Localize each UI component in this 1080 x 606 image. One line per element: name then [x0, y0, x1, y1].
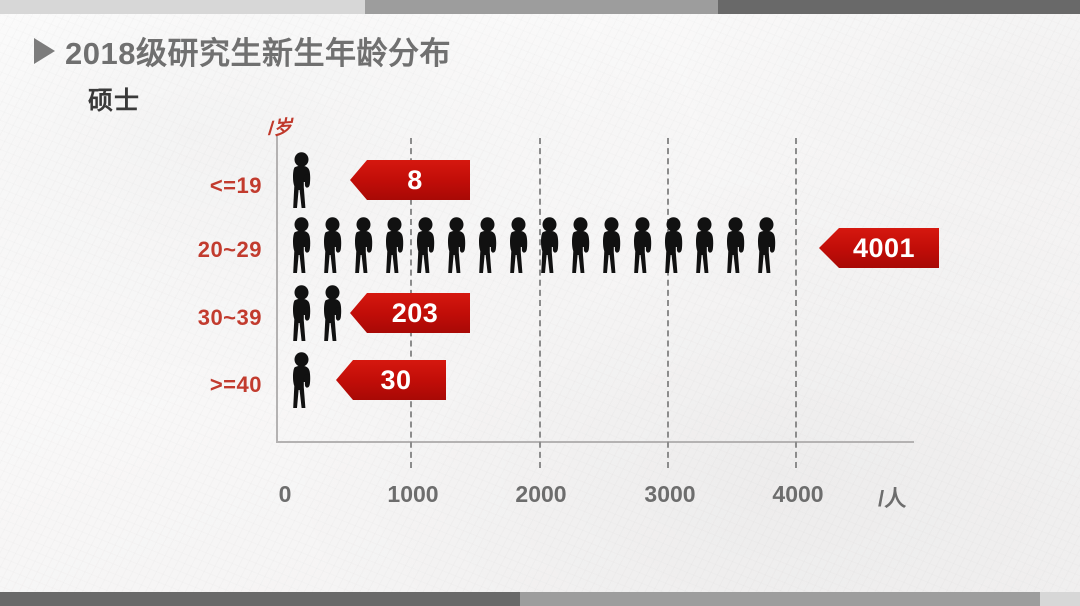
person-icon	[319, 285, 350, 343]
top-bar-segment-2	[365, 0, 718, 14]
gridline-2000	[539, 138, 541, 468]
x-tick-label-3000: 3000	[644, 481, 696, 507]
category-label-20-29: 20~29	[197, 237, 262, 262]
top-bar-segment-3	[718, 0, 1080, 14]
category-label-30-39: 30~39	[197, 305, 262, 330]
person-icon	[288, 285, 319, 343]
bottom-bar-segment-1	[0, 592, 520, 606]
person-icon	[691, 217, 722, 275]
person-icon	[412, 217, 443, 275]
pictogram-row-20-29	[288, 213, 784, 275]
person-icon	[753, 217, 784, 275]
x-tick-label-4000: 4000	[772, 481, 824, 507]
top-bar-segment-1	[0, 0, 365, 14]
bottom-bar-segment-3	[1040, 592, 1080, 606]
person-icon	[443, 217, 474, 275]
value-callout-20-29: 4001	[819, 228, 939, 268]
person-icon	[567, 217, 598, 275]
bottom-decoration-bar	[0, 592, 1080, 606]
y-axis-line	[276, 136, 278, 442]
value-callout-ge40: 30	[336, 360, 446, 400]
person-icon	[660, 217, 691, 275]
category-label-le19: <=19	[209, 173, 262, 198]
pictogram-row-30-39	[288, 281, 350, 343]
top-decoration-bar	[0, 0, 1080, 14]
value-callout-30-39: 203	[350, 293, 470, 333]
pictogram-row-ge40	[288, 348, 319, 410]
y-axis-unit-label: /岁	[267, 117, 294, 140]
person-icon	[474, 217, 505, 275]
person-icon	[288, 152, 319, 210]
x-axis-unit-label: /人	[878, 486, 907, 511]
person-icon	[536, 217, 567, 275]
x-tick-label-1000: 1000	[387, 481, 439, 507]
person-icon	[288, 352, 319, 410]
gridline-3000	[667, 138, 669, 468]
person-icon	[288, 217, 319, 275]
pictogram-row-le19	[288, 148, 319, 210]
bottom-bar-segment-2	[520, 592, 1040, 606]
person-icon	[381, 217, 412, 275]
x-tick-label-2000: 2000	[515, 481, 567, 507]
person-icon	[598, 217, 629, 275]
x-axis-line	[276, 441, 914, 443]
person-icon	[319, 217, 350, 275]
category-label-ge40: >=40	[209, 372, 262, 397]
person-icon	[505, 217, 536, 275]
person-icon	[629, 217, 660, 275]
person-icon	[350, 217, 381, 275]
value-callout-le19: 8	[350, 160, 470, 200]
gridline-4000	[795, 138, 797, 468]
x-tick-label-0: 0	[278, 481, 292, 507]
person-icon	[722, 217, 753, 275]
